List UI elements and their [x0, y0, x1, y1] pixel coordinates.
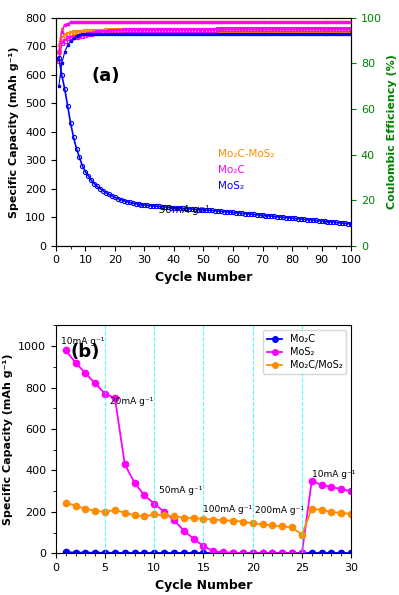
Y-axis label: Specific Capacity (mAh g⁻¹): Specific Capacity (mAh g⁻¹) — [10, 46, 20, 218]
Text: (a): (a) — [91, 67, 120, 84]
Text: 100mA g⁻¹: 100mA g⁻¹ — [203, 505, 253, 514]
Y-axis label: Coulombic Efficiency (%): Coulombic Efficiency (%) — [387, 54, 397, 209]
Text: 20mA g⁻¹: 20mA g⁻¹ — [110, 397, 153, 406]
X-axis label: Cycle Number: Cycle Number — [155, 271, 252, 284]
X-axis label: Cycle Number: Cycle Number — [155, 578, 252, 591]
Text: MoS₂: MoS₂ — [218, 181, 244, 191]
Text: (b): (b) — [71, 343, 100, 361]
Text: Mo₂C: Mo₂C — [218, 165, 245, 175]
Text: 10mA g⁻¹: 10mA g⁻¹ — [312, 469, 355, 479]
Legend: Mo₂C, MoS₂, Mo₂C/MoS₂: Mo₂C, MoS₂, Mo₂C/MoS₂ — [263, 330, 346, 374]
Y-axis label: Specific Capacity (mAh g⁻¹): Specific Capacity (mAh g⁻¹) — [2, 353, 13, 525]
Text: Mo₂C-MoS₂: Mo₂C-MoS₂ — [218, 149, 275, 159]
Text: 50mA g⁻¹: 50mA g⁻¹ — [159, 486, 203, 495]
Text: 200mA g⁻¹: 200mA g⁻¹ — [255, 506, 304, 515]
Text: 10mA g⁻¹: 10mA g⁻¹ — [61, 337, 104, 346]
Text: 50mA g⁻¹: 50mA g⁻¹ — [159, 205, 209, 215]
